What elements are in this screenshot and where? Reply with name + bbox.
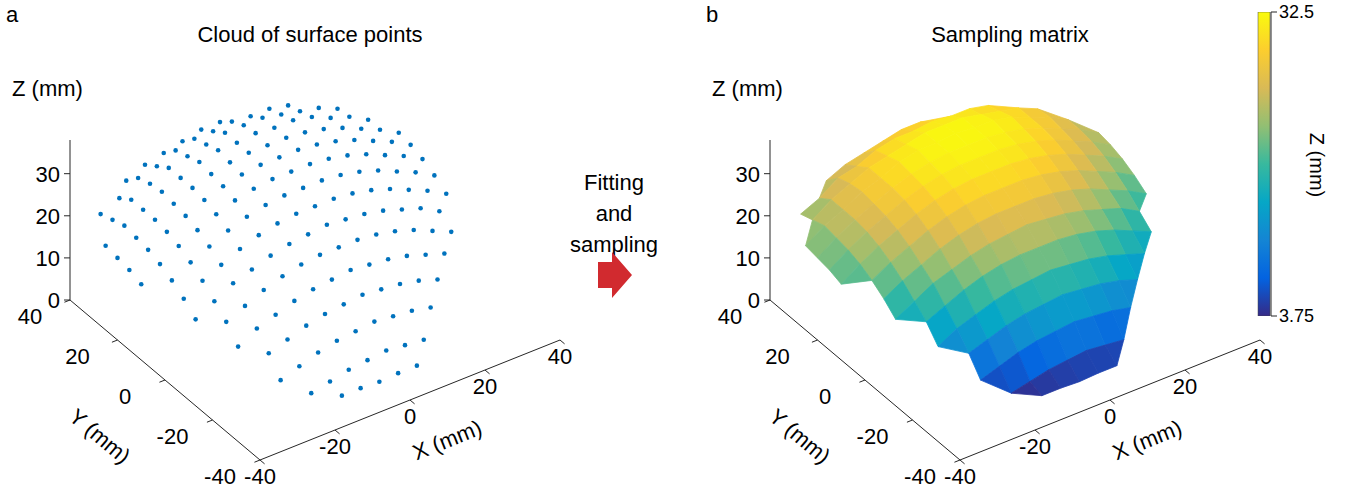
- svg-text:-20: -20: [319, 434, 351, 459]
- svg-text:a: a: [6, 2, 19, 27]
- svg-text:20: 20: [473, 374, 497, 399]
- svg-text:-40: -40: [244, 464, 276, 489]
- svg-text:-20: -20: [157, 424, 189, 449]
- svg-text:Z (mm): Z (mm): [12, 76, 83, 101]
- svg-text:and: and: [596, 201, 633, 226]
- svg-text:-40: -40: [944, 464, 976, 489]
- svg-text:-40: -40: [904, 464, 936, 489]
- svg-text:Y (mm): Y (mm): [764, 404, 835, 469]
- svg-text:0: 0: [1104, 404, 1116, 429]
- svg-text:3.75: 3.75: [1279, 306, 1314, 326]
- svg-text:20: 20: [736, 204, 760, 229]
- svg-text:30: 30: [736, 162, 760, 187]
- svg-text:b: b: [706, 2, 718, 27]
- svg-text:Fitting: Fitting: [584, 170, 644, 195]
- svg-text:10: 10: [36, 246, 60, 271]
- svg-text:40: 40: [18, 304, 42, 329]
- svg-text:0: 0: [819, 384, 831, 409]
- svg-text:X (mm): X (mm): [1109, 415, 1185, 465]
- svg-text:X (mm): X (mm): [409, 415, 485, 465]
- svg-text:-20: -20: [857, 424, 889, 449]
- svg-text:0: 0: [48, 288, 60, 313]
- svg-text:-40: -40: [204, 464, 236, 489]
- svg-text:Y (mm): Y (mm): [64, 404, 135, 469]
- svg-text:sampling: sampling: [570, 232, 658, 257]
- svg-text:Z (mm): Z (mm): [1306, 133, 1328, 197]
- svg-text:20: 20: [65, 344, 89, 369]
- svg-text:20: 20: [765, 344, 789, 369]
- svg-text:30: 30: [36, 162, 60, 187]
- svg-text:0: 0: [119, 384, 131, 409]
- svg-text:32.5: 32.5: [1279, 2, 1314, 22]
- svg-text:0: 0: [748, 288, 760, 313]
- svg-text:0: 0: [404, 404, 416, 429]
- svg-text:-20: -20: [1019, 434, 1051, 459]
- svg-text:40: 40: [1248, 344, 1272, 369]
- svg-text:Cloud of surface points: Cloud of surface points: [197, 22, 422, 47]
- svg-text:20: 20: [1173, 374, 1197, 399]
- svg-text:40: 40: [548, 344, 572, 369]
- svg-text:Sampling matrix: Sampling matrix: [931, 22, 1089, 47]
- svg-text:40: 40: [718, 304, 742, 329]
- svg-text:Z (mm): Z (mm): [712, 76, 783, 101]
- svg-text:20: 20: [36, 204, 60, 229]
- svg-text:10: 10: [736, 246, 760, 271]
